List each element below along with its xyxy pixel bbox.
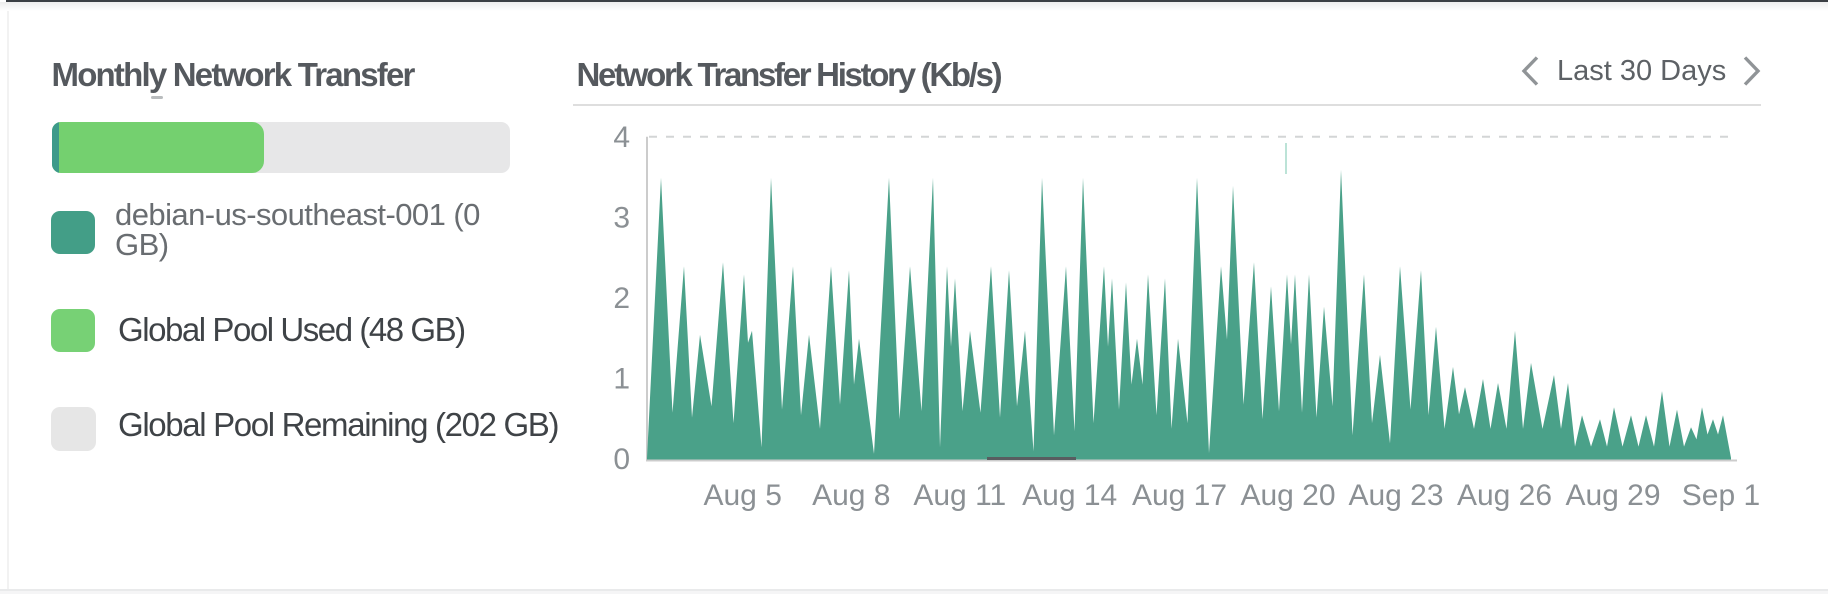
- svg-text:Aug 17: Aug 17: [1132, 479, 1227, 512]
- svg-text:Aug 26: Aug 26: [1457, 479, 1552, 512]
- svg-text:Aug 5: Aug 5: [703, 479, 781, 512]
- svg-text:4: 4: [613, 121, 630, 154]
- svg-text:Aug 14: Aug 14: [1022, 479, 1117, 512]
- svg-text:2: 2: [613, 282, 630, 315]
- svg-text:Aug 29: Aug 29: [1565, 479, 1660, 512]
- svg-text:Aug 8: Aug 8: [812, 479, 890, 512]
- svg-text:3: 3: [613, 202, 630, 235]
- svg-text:Aug 23: Aug 23: [1348, 479, 1443, 512]
- svg-text:Sep 1: Sep 1: [1682, 479, 1760, 512]
- svg-text:0: 0: [613, 443, 630, 476]
- svg-text:Aug 20: Aug 20: [1240, 479, 1335, 512]
- svg-text:Aug 11: Aug 11: [913, 479, 1006, 512]
- svg-text:1: 1: [613, 363, 630, 396]
